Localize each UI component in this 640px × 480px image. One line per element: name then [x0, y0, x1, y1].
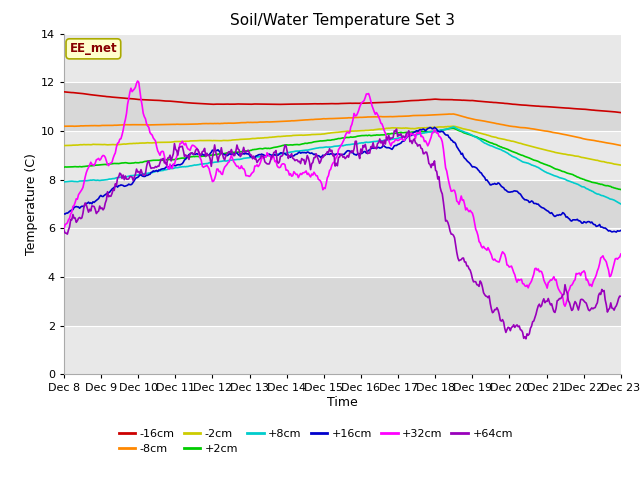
Legend: -16cm, -8cm, -2cm, +2cm, +8cm, +16cm, +32cm, +64cm: -16cm, -8cm, -2cm, +2cm, +8cm, +16cm, +3…	[114, 424, 518, 459]
Title: Soil/Water Temperature Set 3: Soil/Water Temperature Set 3	[230, 13, 455, 28]
Bar	[64, 34, 621, 82]
X-axis label: Time: Time	[327, 396, 358, 409]
Bar	[64, 277, 621, 326]
Y-axis label: Temperature (C): Temperature (C)	[25, 153, 38, 255]
Bar	[64, 180, 621, 228]
Bar	[64, 326, 621, 374]
Bar	[64, 131, 621, 180]
Bar	[64, 82, 621, 131]
Bar	[64, 228, 621, 277]
Text: EE_met: EE_met	[70, 42, 117, 55]
